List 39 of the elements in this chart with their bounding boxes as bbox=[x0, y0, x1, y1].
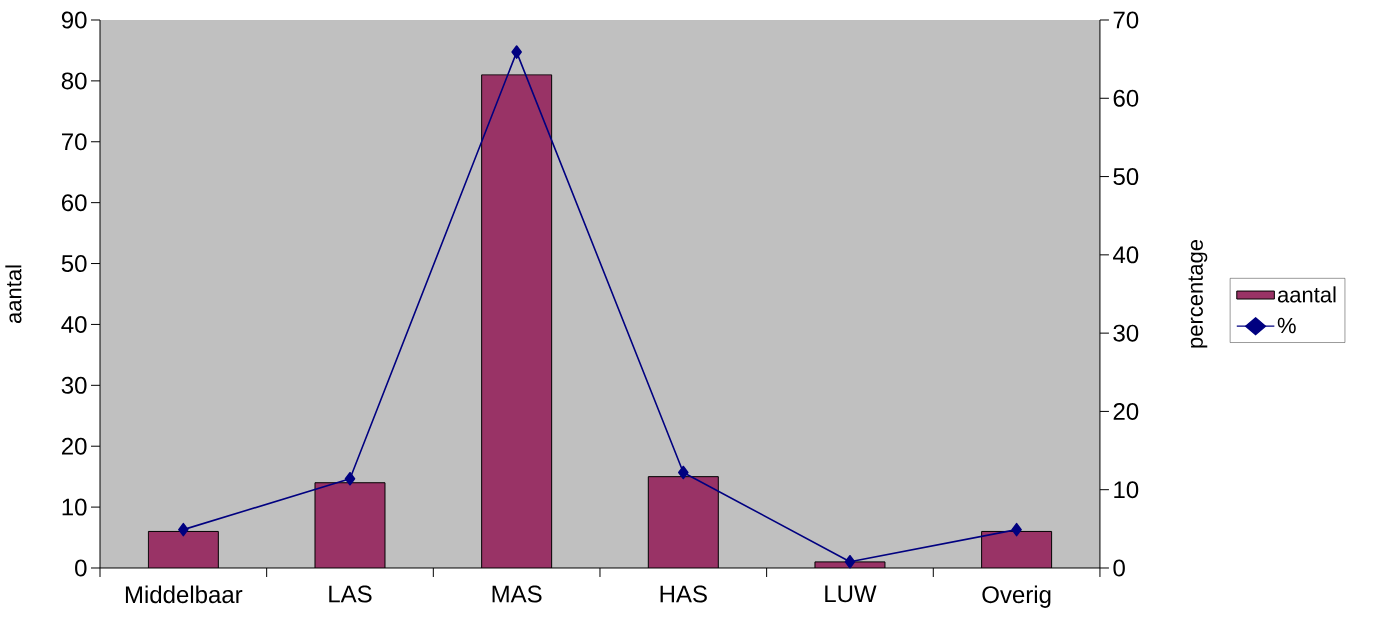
bar bbox=[148, 531, 219, 568]
y2-tick-label: 70 bbox=[1113, 11, 1139, 29]
y-tick-label: 0 bbox=[75, 559, 87, 577]
point bbox=[178, 522, 189, 537]
bar bbox=[648, 476, 719, 568]
x-tick-label: LUW bbox=[825, 585, 877, 603]
y-tick-label: 30 bbox=[61, 376, 87, 394]
x-tick-label: MAS bbox=[492, 585, 542, 603]
y2-tick-label: 50 bbox=[1113, 168, 1139, 186]
point bbox=[678, 465, 689, 480]
y-tick-label: 10 bbox=[62, 498, 87, 516]
y2-tick-label: 40 bbox=[1113, 246, 1139, 264]
y2-axis-title: percentage bbox=[1188, 239, 1208, 348]
y2-tick-label: 30 bbox=[1113, 324, 1139, 342]
y2-tick-label: 60 bbox=[1113, 89, 1139, 107]
y-tick-label: 40 bbox=[61, 315, 87, 333]
point bbox=[511, 45, 522, 59]
legend-label: aantal bbox=[1277, 286, 1336, 303]
y-tick-label: 90 bbox=[61, 11, 87, 29]
point bbox=[1011, 522, 1022, 537]
x-tick-label: Middelbaar bbox=[125, 585, 243, 604]
x-tick-label: HAS bbox=[660, 585, 707, 603]
y-tick-label: 20 bbox=[61, 437, 87, 455]
y-axis-title: aantal bbox=[5, 265, 22, 324]
legend-label: % bbox=[1277, 317, 1296, 334]
bar bbox=[481, 74, 552, 568]
y-tick-label: 60 bbox=[62, 194, 87, 212]
bar bbox=[314, 482, 385, 568]
bar bbox=[981, 530, 1053, 568]
point bbox=[344, 471, 356, 486]
y-tick-label: 70 bbox=[62, 133, 87, 151]
y-tick-label: 80 bbox=[61, 72, 87, 90]
y2-tick-label: 20 bbox=[1113, 402, 1139, 420]
y2-tick-label: 10 bbox=[1114, 481, 1139, 499]
y-tick-label: 50 bbox=[61, 255, 87, 273]
point bbox=[844, 554, 856, 569]
y2-tick-label: 0 bbox=[1113, 559, 1125, 577]
x-tick-label: Overig bbox=[982, 585, 1051, 608]
x-tick-label: LAS bbox=[329, 585, 372, 603]
